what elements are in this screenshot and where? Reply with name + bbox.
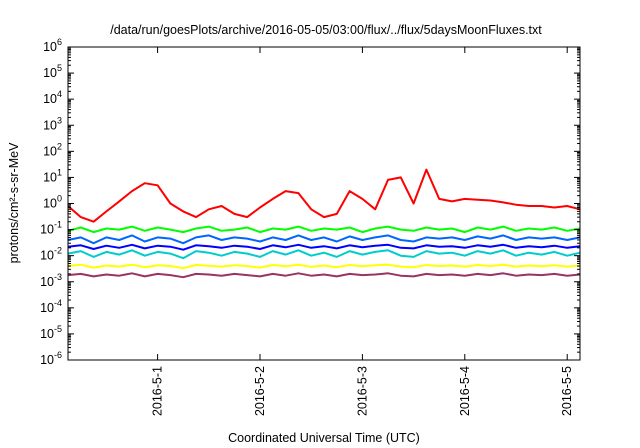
y-tick-label-exp: 1: [57, 167, 62, 177]
y-tick-label: 10-3: [40, 272, 62, 289]
y-axis: 10-610-510-410-310-210-11001011021031041…: [40, 37, 580, 367]
y-tick-label: 105: [43, 63, 62, 80]
y-tick-label: 100: [43, 194, 62, 211]
y-tick-label: 10-6: [40, 350, 62, 367]
series-line-3: [67, 234, 581, 245]
y-tick-label-base: 10: [40, 249, 54, 263]
plot-frame: [67, 46, 581, 361]
y-tick-label-exp: -5: [54, 324, 62, 334]
x-tick-label: 2016-5-2: [253, 366, 267, 416]
y-tick-label: 10-2: [40, 246, 62, 263]
y-tick-label: 104: [43, 89, 62, 106]
x-tick-label: 2016-5-1: [151, 366, 165, 416]
y-tick-label-exp: -2: [54, 246, 62, 256]
series-line-1: [67, 168, 581, 223]
y-tick-label-exp: -4: [54, 298, 62, 308]
x-tick-label: 2016-5-3: [355, 366, 369, 416]
y-tick-label-exp: 6: [57, 37, 62, 47]
series-line-4: [67, 249, 581, 260]
y-tick-label-base: 10: [43, 197, 57, 211]
x-tick-label: 2016-5-5: [560, 366, 574, 416]
y-tick-label-base: 10: [43, 66, 57, 80]
y-tick-label-exp: 2: [57, 141, 62, 151]
y-tick-label-base: 10: [40, 327, 54, 341]
y-axis-label: protons/cm²-s-sr-MeV: [7, 142, 21, 264]
y-tick-label-base: 10: [43, 40, 57, 54]
y-tick-label: 106: [43, 37, 62, 54]
y-tick-label-base: 10: [40, 223, 54, 237]
series-line-6: [67, 263, 581, 270]
y-tick-label: 103: [43, 115, 62, 132]
y-tick-label-exp: 3: [57, 115, 62, 125]
y-tick-label-exp: 4: [57, 89, 62, 99]
series-line-7: [67, 272, 581, 279]
y-tick-label-exp: -6: [54, 350, 62, 360]
y-tick-label-base: 10: [40, 275, 54, 289]
y-tick-label-base: 10: [40, 353, 54, 367]
y-tick-label-exp: -1: [54, 220, 62, 230]
series-line-5: [67, 243, 581, 251]
y-tick-label-base: 10: [43, 144, 57, 158]
y-tick-label-exp: 0: [57, 194, 62, 204]
y-tick-label: 101: [43, 167, 62, 184]
chart-title: /data/run/goesPlots/archive/2016-05-05/0…: [110, 23, 542, 37]
series-line-2: [67, 225, 581, 234]
y-tick-label-base: 10: [43, 92, 57, 106]
y-tick-label: 10-4: [40, 298, 62, 315]
y-tick-label-base: 10: [43, 170, 57, 184]
series-layer: [67, 168, 581, 279]
y-tick-label: 10-1: [40, 220, 62, 237]
y-tick-label: 10-5: [40, 324, 62, 341]
y-tick-label-exp: 5: [57, 63, 62, 73]
x-tick-label: 2016-5-4: [458, 366, 472, 416]
y-tick-label: 102: [43, 141, 62, 158]
y-tick-label-base: 10: [40, 301, 54, 315]
y-tick-label-exp: -3: [54, 272, 62, 282]
y-tick-label-base: 10: [43, 118, 57, 132]
x-axis: 2016-5-1 2016-5-2 2016-5-3 2016-5-4 2016-5-5: [151, 47, 574, 416]
x-axis-label: Coordinated Universal Time (UTC): [228, 431, 420, 445]
